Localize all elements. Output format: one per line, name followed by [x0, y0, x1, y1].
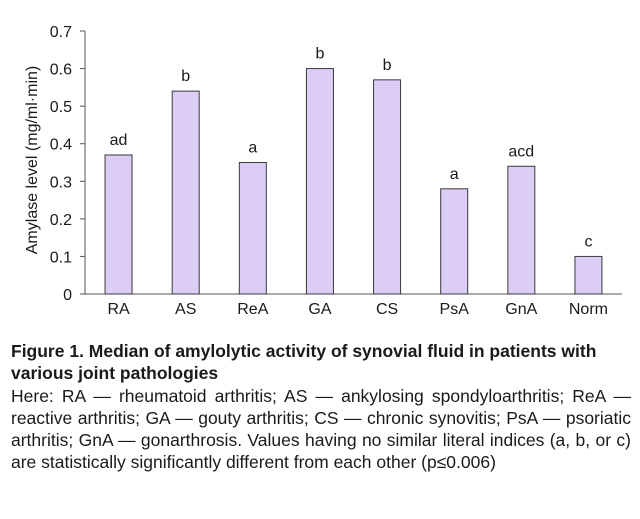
x-tick-label: ReA [237, 301, 268, 318]
bar-letter-label: ad [110, 132, 128, 149]
y-axis-label: Amylase level (mg/ml·min) [24, 66, 41, 254]
chart-canvas: Amylase level (mg/ml·min) 00.10.20.30.40… [24, 24, 622, 318]
bar-letter-label: a [450, 166, 459, 183]
bar-letter-label: b [315, 46, 324, 63]
x-tick-label: AS [175, 301, 196, 318]
figure-caption: Figure 1. Median of amylolytic activity … [11, 340, 631, 473]
x-tick-label: RA [107, 301, 130, 318]
bars [104, 68, 603, 295]
bar-letter-label: b [181, 68, 190, 85]
bar-ga [305, 68, 334, 295]
bar-as [171, 90, 200, 295]
y-tick-label: 0 [63, 287, 72, 304]
x-tick-labels: RA AS ReA GA CS PsA GnA Norm [107, 301, 608, 318]
bar-gna [507, 165, 536, 295]
x-tick-label: PsA [440, 301, 470, 318]
bar-letter-label: c [584, 233, 592, 250]
x-tick-label: GnA [505, 301, 537, 318]
y-tick-label: 0.2 [50, 212, 72, 229]
bar-letter-label: a [248, 140, 257, 157]
y-tick-label: 0.4 [50, 137, 72, 154]
x-tick-label: CS [376, 301, 398, 318]
bar-psa [440, 188, 469, 295]
x-tick-label: GA [308, 301, 331, 318]
caption-body: Here: RA — rheumatoid arthritis; AS — an… [11, 386, 631, 472]
bar-letter-label: b [383, 57, 392, 74]
bar-letters: ad b a b b a acd c [110, 46, 593, 251]
bar-rea [238, 162, 267, 295]
bar-letter-label: acd [508, 143, 534, 160]
y-tick-label: 0.3 [50, 174, 72, 191]
y-tick-label: 0.7 [50, 24, 72, 41]
bar-norm [574, 255, 603, 295]
bar-ra [104, 154, 133, 295]
y-tick-label: 0.1 [50, 249, 72, 266]
y-tick-label: 0.6 [50, 62, 72, 79]
y-ticks: 0 0.1 0.2 0.3 0.4 0.5 0.6 0.7 [50, 24, 85, 304]
caption-title: Figure 1. Median of amylolytic activity … [11, 341, 597, 383]
bar-chart: Amylase level (mg/ml·min) 0 0.1 0.2 0.3 0.4 0… [24, 24, 622, 318]
x-tick-label: Norm [569, 301, 608, 318]
y-tick-label: 0.5 [50, 99, 72, 116]
bar-cs [373, 79, 402, 295]
